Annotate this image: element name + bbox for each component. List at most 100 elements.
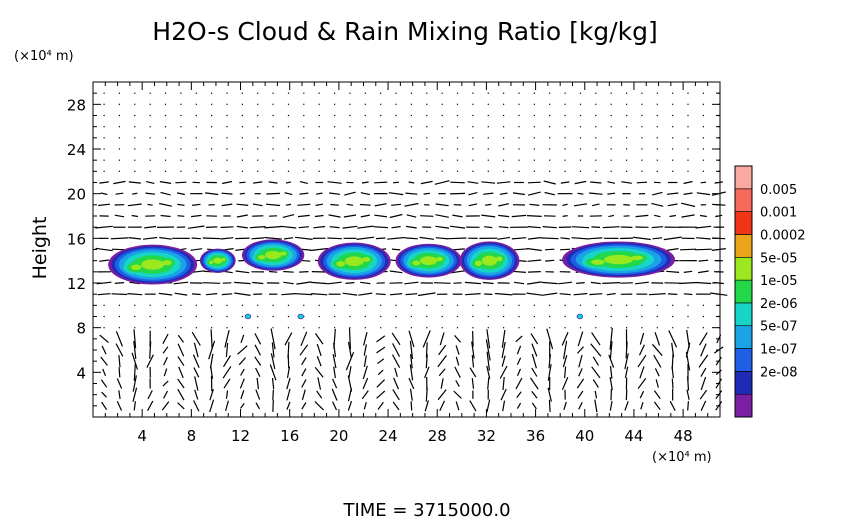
colorbar-swatch	[734, 211, 753, 235]
wind-vector	[591, 332, 601, 346]
wind-vector	[296, 281, 312, 285]
wind-vector	[531, 390, 538, 399]
cloud-contour	[258, 255, 266, 260]
wind-vector	[161, 401, 170, 411]
wind-vector	[359, 203, 371, 206]
wind-vector	[391, 203, 401, 206]
wind-vector	[286, 401, 291, 410]
wind-vector	[695, 281, 712, 285]
cloud-contour	[496, 256, 503, 262]
wind-vector	[484, 226, 493, 229]
wind-vector	[236, 225, 248, 229]
wind-vector	[332, 401, 338, 411]
wind-vector	[131, 214, 138, 218]
wind-vector	[624, 353, 629, 370]
wind-vector	[361, 390, 369, 400]
wind-vector	[209, 399, 215, 413]
wind-vector	[391, 225, 401, 229]
wind-vector	[700, 181, 707, 184]
wind-vector	[316, 343, 322, 357]
cloud-contour	[577, 314, 582, 319]
wind-vector	[589, 293, 603, 296]
wind-vector	[193, 342, 199, 358]
wind-vector	[362, 365, 368, 380]
wind-vector	[146, 354, 154, 368]
wind-vector	[576, 346, 585, 354]
wind-vector	[391, 354, 401, 368]
wind-vector	[327, 237, 342, 240]
wind-vector	[526, 292, 543, 296]
wind-vector	[502, 376, 505, 391]
cloud-contour	[265, 250, 282, 260]
colorbar: 0.005 0.001 0.0002 5e-05 1e-05 2e-06 5e-07 1e-0…	[734, 165, 806, 418]
wind-vector	[449, 225, 466, 229]
x-tick-label: 24	[379, 427, 398, 445]
wind-vector	[298, 226, 310, 229]
wind-vector	[301, 357, 307, 366]
wind-vector	[560, 181, 570, 184]
wind-vector	[377, 369, 384, 376]
wind-vector	[683, 293, 693, 296]
wind-vector	[453, 390, 462, 399]
cloud-contour	[280, 251, 287, 256]
wind-vector	[222, 355, 232, 368]
colorbar-swatch	[734, 256, 753, 281]
wind-vector	[143, 236, 158, 240]
wind-vector	[177, 402, 185, 410]
wind-vector	[132, 192, 138, 195]
wind-vector	[360, 192, 371, 196]
wind-vector	[637, 354, 647, 368]
wind-vector	[393, 377, 400, 390]
wind-vector	[310, 247, 329, 252]
wind-vector	[342, 225, 358, 229]
wind-vector	[471, 378, 475, 389]
wind-vector	[563, 340, 568, 360]
cloud-blob	[108, 244, 198, 285]
wind-vector	[679, 281, 697, 285]
wind-vector	[486, 329, 491, 349]
wind-vector	[280, 225, 297, 229]
wind-vector	[240, 334, 245, 343]
wind-vector	[239, 192, 245, 195]
wind-vector	[639, 390, 645, 399]
wind-vector	[147, 400, 154, 411]
wind-vector	[271, 342, 275, 358]
wind-vector	[527, 226, 541, 229]
wind-vector	[299, 181, 308, 184]
wind-vector	[314, 367, 324, 378]
wind-vector	[696, 192, 711, 196]
wind-vector	[225, 400, 229, 412]
wind-vector	[160, 214, 171, 218]
wind-vector	[562, 203, 568, 207]
wind-vector	[343, 214, 357, 218]
colorbar-label: 0.001	[760, 206, 797, 221]
wind-vector	[311, 281, 328, 285]
wind-vector	[408, 330, 415, 348]
wind-vector	[623, 204, 630, 206]
colorbar-swatch	[734, 325, 753, 349]
wind-vector	[695, 225, 712, 229]
wind-vector	[530, 333, 539, 345]
wind-vector	[424, 400, 429, 412]
wind-vector	[356, 236, 375, 240]
wind-vector	[663, 236, 682, 241]
y-unit-label: (×10⁴ m)	[14, 49, 74, 64]
wind-vector	[468, 192, 478, 196]
wind-vector	[269, 364, 277, 381]
wind-vector	[498, 203, 510, 207]
x-tick-label: 28	[428, 427, 447, 445]
wind-vector	[654, 368, 660, 377]
wind-vector	[590, 281, 601, 285]
wind-vector	[316, 390, 323, 399]
wind-vector	[409, 388, 413, 401]
wind-vector	[101, 391, 107, 398]
wind-vector	[208, 340, 216, 360]
wind-vector	[177, 378, 185, 389]
wind-vector	[666, 192, 679, 195]
wind-vector	[638, 344, 645, 356]
x-axis: 4 8 12 16 20 24 28 32 36 40 44 48	[104, 82, 709, 445]
wind-vector	[236, 214, 248, 218]
wind-vector	[699, 214, 707, 218]
wind-vector	[486, 399, 491, 413]
cloud-contour	[336, 261, 346, 267]
